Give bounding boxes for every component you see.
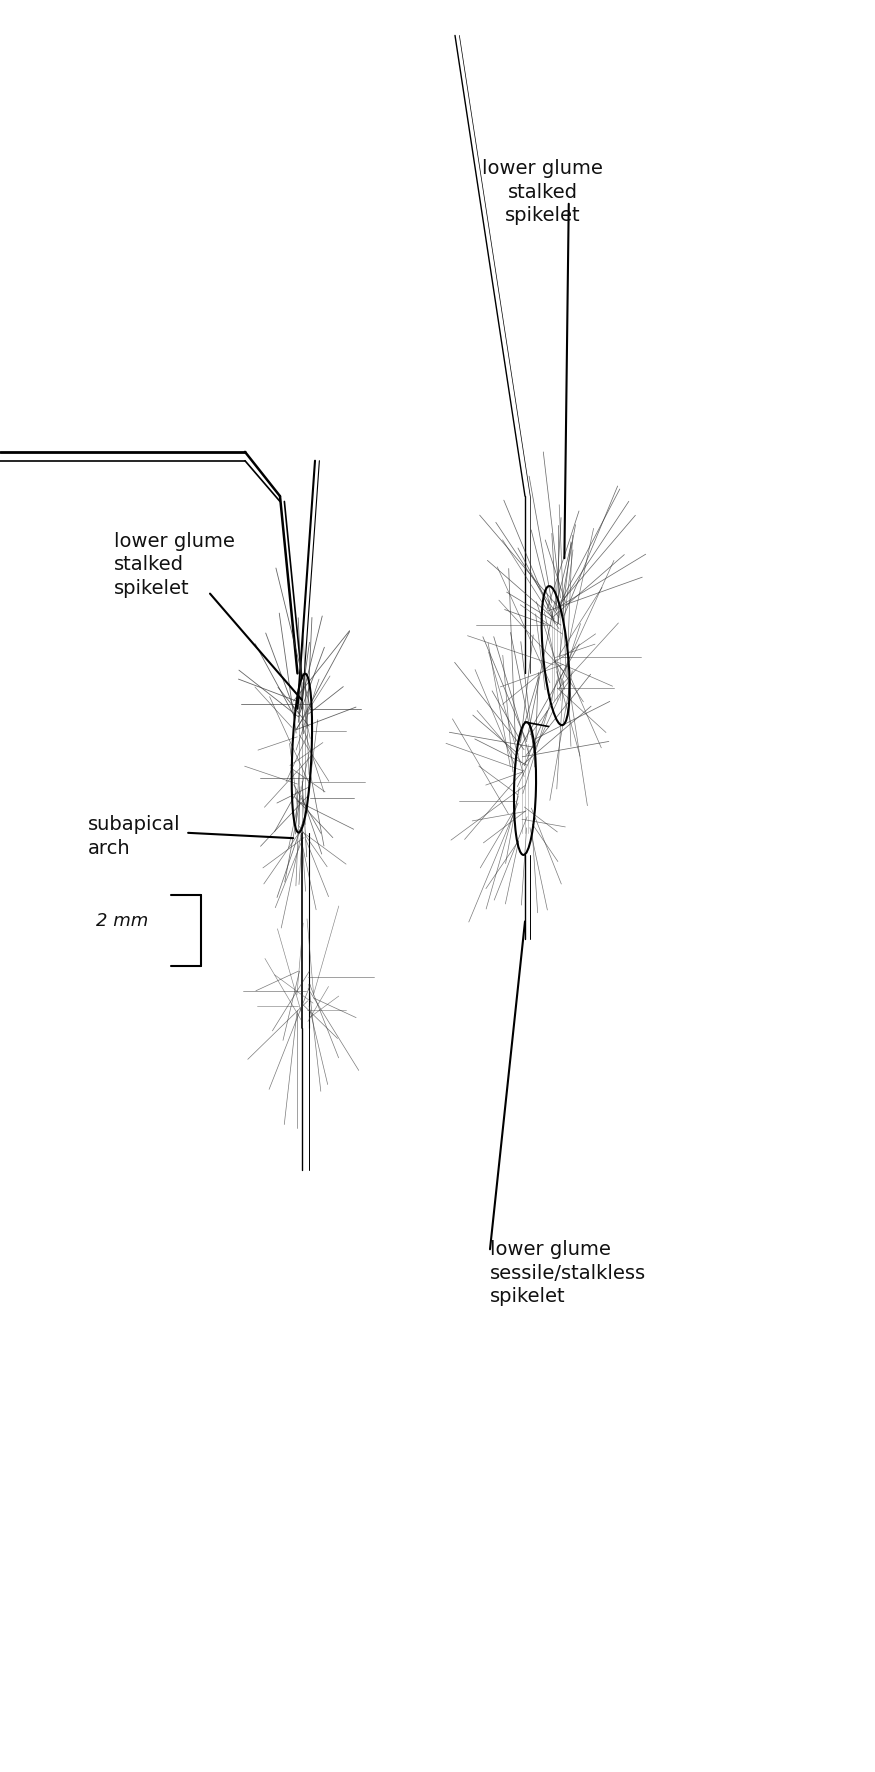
- Text: 2 mm: 2 mm: [96, 913, 149, 930]
- Text: subapical
arch: subapical arch: [88, 815, 180, 858]
- Text: lower glume
stalked
spikelet: lower glume stalked spikelet: [114, 532, 234, 597]
- Text: lower glume
sessile/stalkless
spikelet: lower glume sessile/stalkless spikelet: [490, 1240, 646, 1306]
- Text: lower glume
stalked
spikelet: lower glume stalked spikelet: [482, 159, 603, 225]
